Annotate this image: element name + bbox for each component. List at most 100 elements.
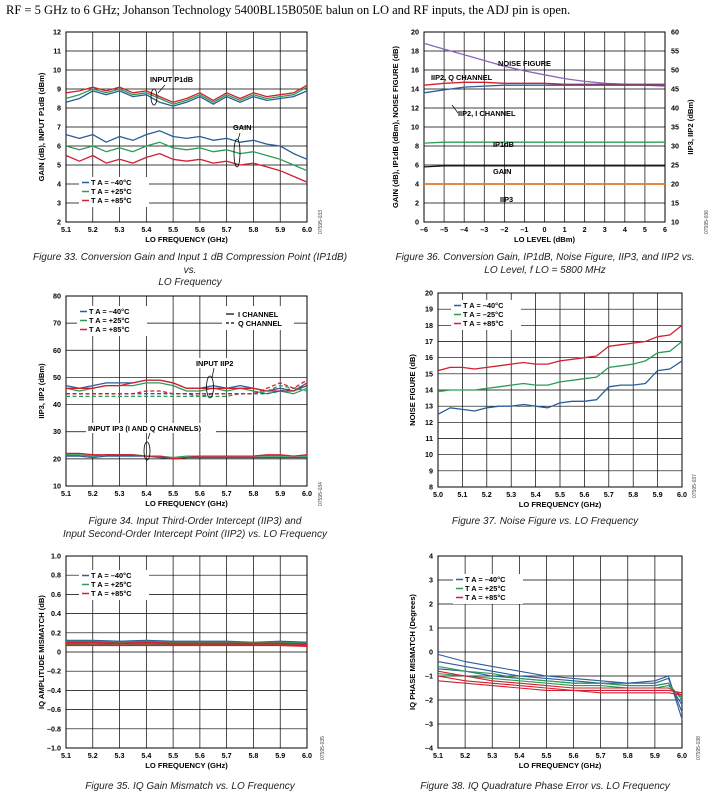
- annotation-ellipse: [150, 88, 158, 106]
- x-tick-label: 6.0: [302, 225, 312, 234]
- x-tick-label: –5: [440, 225, 448, 234]
- series-gain-mismatch-red: [66, 644, 308, 647]
- legend-entry: T A = +25°C: [89, 316, 130, 325]
- y-axis-label: NOISE FIGURE (dB): [408, 354, 417, 426]
- series-gain-red: [65, 152, 308, 183]
- annotation-iip2-q: IIP2, Q CHANNEL: [431, 73, 493, 82]
- y-tick-label: 3: [429, 576, 433, 585]
- series-gain-mismatch-green: [66, 640, 308, 645]
- y-tick-label: –0.8: [47, 724, 61, 733]
- fig34-caption-line2: Input Second-Order Intercept Point (IIP2…: [62, 528, 327, 540]
- series-phase-error-red: [437, 680, 683, 696]
- y-tick-label: 16: [411, 66, 419, 75]
- fig38-caption-line1: Figure 38. IQ Quadrature Phase Error vs.…: [420, 781, 670, 792]
- x-tick-label: 6.0: [677, 490, 687, 499]
- legend-entry: T A = +85°C: [89, 325, 130, 334]
- y-tick-label: 7: [57, 123, 61, 132]
- fig34-caption: Figure 34. Input Third-Order Intercept (…: [30, 516, 360, 541]
- fig33-legend: T A = –40°CT A = +25°CT A = +85°C: [79, 177, 149, 207]
- plot-area: –4 –3 –2 –1 0 1 2 3 4 5.1 5.2 5.3 5.4 5.5 5.6 5.7 5.8 5.9…: [425, 552, 687, 761]
- legend-entry-i-channel: I CHANNEL: [238, 310, 279, 319]
- x-tick-label: 6.0: [677, 751, 687, 760]
- y-tick-label: 10: [411, 123, 419, 132]
- y-tick-label: 0: [429, 648, 433, 657]
- legend-entry: T A = +85°C: [465, 593, 506, 602]
- figure-code: 07595-037: [692, 474, 698, 498]
- x-tick-label: 5.8: [628, 490, 638, 499]
- y-tick-label: 20: [53, 454, 61, 463]
- x-tick-label: 5.4: [141, 751, 151, 760]
- series-nf-green: [437, 340, 683, 393]
- series-iip2-i-channel: [423, 84, 665, 94]
- x-tick-label: 5.4: [141, 225, 151, 234]
- y-axis-label: IQ PHASE MISMATCH (Degrees): [408, 594, 417, 710]
- figure-code: 07595-033: [318, 210, 324, 234]
- annotation-leader: [211, 367, 215, 379]
- y-tick-label: 2: [57, 218, 61, 227]
- series-phase-error-green: [437, 673, 683, 699]
- legend-background: [77, 306, 147, 336]
- y-tick-label: 0: [415, 218, 419, 227]
- y-tick-label: 11: [53, 47, 61, 56]
- fig35-caption: Figure 35. IQ Gain Mismatch vs. LO Frequ…: [30, 781, 350, 794]
- x-tick-label: 5.1: [61, 751, 71, 760]
- figure-code: 07595-034: [318, 482, 324, 506]
- figure-code: 07595-035: [320, 736, 326, 760]
- y-tick-label: 0.2: [51, 628, 61, 637]
- y-tick-label: 11: [425, 434, 433, 443]
- series-iip2i-red: [66, 379, 308, 392]
- fig38-legend: T A = –40°CT A = +25°CT A = +85°C: [453, 574, 523, 604]
- x-tick-label: 5.9: [653, 490, 663, 499]
- y-tick-label: 14: [425, 386, 433, 395]
- x-axis-label: LO FREQUENCY (GHz): [145, 235, 228, 244]
- legend-entry: T A = –40°C: [463, 301, 504, 310]
- x-tick-label: 4: [623, 225, 627, 234]
- x-tick-label: 5.2: [88, 225, 98, 234]
- annotation-input-iip2: INPUT IIP2: [196, 359, 233, 368]
- x-tick-label: 5.5: [168, 225, 178, 234]
- legend-background: [79, 570, 149, 600]
- fig36-caption: Figure 36. Conversion Gain, IP1dB, Noise…: [380, 252, 710, 277]
- series-iip2i-blue: [65, 379, 308, 392]
- x-tick-label: 5.6: [569, 751, 579, 760]
- fig33-caption-line2: LO Frequency: [158, 277, 222, 288]
- x-tick-label: 5.0: [433, 490, 443, 499]
- legend-entry: T A = +25°C: [465, 584, 506, 593]
- legend-entry-q-channel: Q CHANNEL: [238, 319, 282, 328]
- fig35-chart: –1.0 –0.8 –0.6 –0.4 –0.2 0 0.2 0.4 0.6 0.8 1.0 5.1 5…: [37, 552, 326, 771]
- annotation-input-ip3: INPUT IP3 (I AND Q CHANNELS): [88, 424, 202, 433]
- y-tick-label: 50: [53, 373, 61, 382]
- legend-background: [79, 177, 149, 207]
- x-tick-label: 5.3: [115, 225, 125, 234]
- y2-tick-label: 60: [671, 28, 679, 37]
- legend-entry: T A = –40°C: [89, 307, 130, 316]
- annotation-ip1db: IP1dB: [493, 140, 514, 149]
- y-tick-label: 20: [411, 28, 419, 37]
- y2-tick-label: 35: [671, 123, 679, 132]
- series-iip3-red: [66, 452, 308, 460]
- x-tick-label: 5.9: [275, 225, 285, 234]
- series-gain-blue: [65, 130, 308, 160]
- y2-tick-label: 40: [671, 104, 679, 113]
- x-tick-label: 5.9: [275, 489, 285, 498]
- annotation-iip2-i: IIP2, I CHANNEL: [458, 109, 516, 118]
- fig38-chart: –4 –3 –2 –1 0 1 2 3 4 5.1 5.2 5.3 5.4 5.5 5.6 5.7 5.8 5.9…: [408, 552, 702, 771]
- fig37-caption: Figure 37. Noise Figure vs. LO Frequency: [380, 516, 710, 529]
- x-tick-label: 5.9: [275, 751, 285, 760]
- fig33-caption: Figure 33. Conversion Gain and Input 1 d…: [30, 252, 350, 290]
- legend-background: [451, 300, 521, 330]
- plot-border: [423, 31, 666, 223]
- y-tick-label: 1.0: [51, 552, 61, 561]
- y-axis-label: GAIN (dB), IP1dB (dBm), NOISE FIGURE (dB…: [391, 46, 400, 208]
- x-tick-label: 5.8: [248, 751, 258, 760]
- annotation-noise-figure: NOISE FIGURE: [498, 59, 551, 68]
- y-tick-label: 30: [53, 427, 61, 436]
- series-gain-mismatch-green: [66, 642, 308, 647]
- y-tick-label: 13: [425, 402, 433, 411]
- figure-38: –4 –3 –2 –1 0 1 2 3 4 5.1 5.2 5.3 5.4 5.5 5.6 5.7 5.8 5.9…: [360, 548, 719, 799]
- series-gain: [423, 165, 665, 168]
- plot-border: [437, 292, 683, 488]
- series-ip1db: [423, 141, 665, 144]
- x-tick-label: 1: [563, 225, 567, 234]
